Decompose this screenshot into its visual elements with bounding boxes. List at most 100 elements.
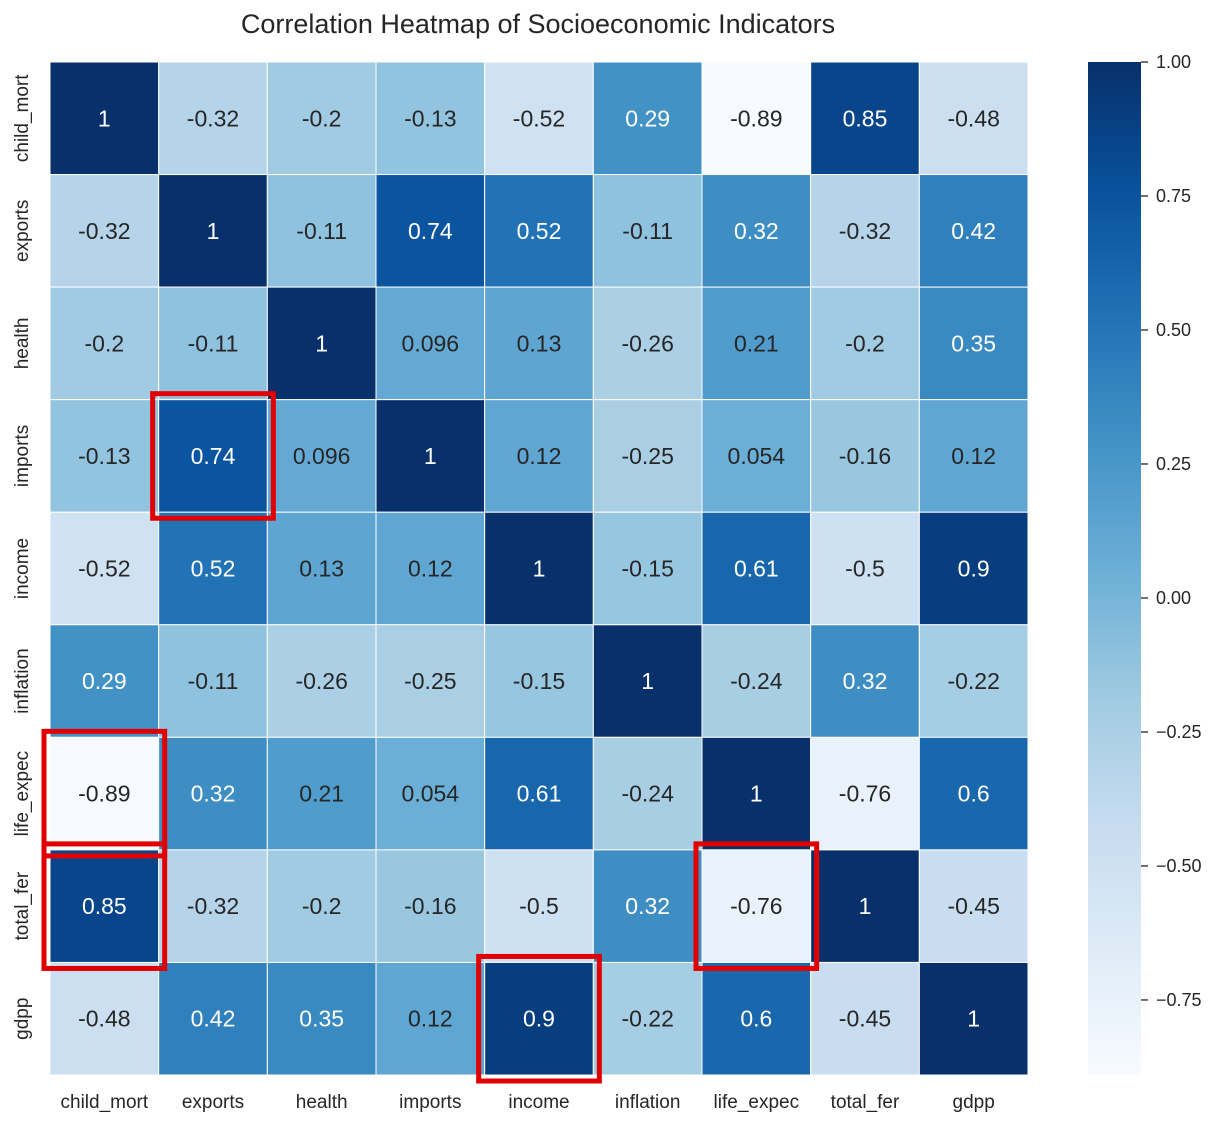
heatmap-cell xyxy=(266,286,377,401)
cell-value-label: 0.52 xyxy=(191,556,236,582)
heatmap-cell xyxy=(592,174,703,288)
heatmap-cell xyxy=(484,849,594,963)
y-tick-label: inflation xyxy=(12,648,33,714)
highlight-boxes xyxy=(41,391,820,1084)
heatmap-cell xyxy=(918,961,1029,1076)
heatmap-cell xyxy=(158,736,268,851)
cell-value-label: -0.45 xyxy=(839,1006,891,1032)
heatmap-cell xyxy=(266,849,377,963)
cell-value-label: -0.32 xyxy=(187,105,239,131)
x-tick-label: health xyxy=(296,1092,348,1113)
heatmap-cell xyxy=(158,61,268,176)
cell-value-label: -0.11 xyxy=(622,218,673,244)
heatmap-cell xyxy=(484,961,594,1076)
heatmap-cell xyxy=(375,961,486,1076)
cell-value-label: -0.89 xyxy=(78,781,130,807)
heatmap-cell xyxy=(592,61,703,176)
heatmap-cell xyxy=(701,961,812,1076)
cell-value-label: 1 xyxy=(207,218,220,244)
heatmap-cell xyxy=(158,399,268,513)
cell-value-label: 0.21 xyxy=(734,330,779,356)
heatmap-cell xyxy=(484,624,594,738)
heatmap-cell xyxy=(49,736,160,851)
heatmap-cell xyxy=(592,511,703,626)
highlight-box xyxy=(41,841,168,971)
heatmap-cell xyxy=(266,736,377,851)
cell-value-label: -0.13 xyxy=(78,443,130,469)
cell-value-label: -0.11 xyxy=(296,218,347,244)
highlight-box xyxy=(693,841,820,971)
heatmap-cell xyxy=(49,174,160,288)
heatmap-cell xyxy=(592,961,703,1076)
cell-value-label: -0.11 xyxy=(188,330,239,356)
cell-value-label: 0.32 xyxy=(191,781,236,807)
heatmap-cell xyxy=(375,174,486,288)
cell-value-label: -0.24 xyxy=(730,668,783,694)
highlight-box xyxy=(41,728,168,859)
heatmap-cell xyxy=(810,61,920,176)
cell-value-label: 0.13 xyxy=(517,330,562,356)
heatmap-cell xyxy=(158,961,268,1076)
cell-value-label: 0.85 xyxy=(82,893,127,919)
cell-value-label: 0.42 xyxy=(191,1006,236,1032)
heatmap-cell xyxy=(375,511,486,626)
colorbar xyxy=(1088,62,1141,1075)
cell-value-label: 1 xyxy=(967,1006,980,1032)
cell-value-label: -0.22 xyxy=(947,668,999,694)
y-tick-label: exports xyxy=(12,200,33,262)
cell-value-label: 0.52 xyxy=(517,218,562,244)
cell-value-label: 0.85 xyxy=(843,105,888,131)
x-tick-label: income xyxy=(508,1092,569,1113)
cell-value-label: -0.26 xyxy=(295,668,347,694)
cell-value-label: 1 xyxy=(424,443,437,469)
cell-value-label: 1 xyxy=(641,668,654,694)
cell-value-label: -0.52 xyxy=(513,105,565,131)
heatmap-cell xyxy=(810,849,920,963)
colorbar-tick-label: 0.50 xyxy=(1156,320,1191,340)
x-axis-tick-labels: child_mort exports health imports income infl… xyxy=(61,1092,995,1113)
cell-value-label: -0.2 xyxy=(85,330,125,356)
cell-value-label: 0.054 xyxy=(402,781,460,807)
heatmap-cell xyxy=(158,286,268,401)
cell-value-label: 0.42 xyxy=(951,218,996,244)
cell-value-label: -0.52 xyxy=(78,556,130,582)
cell-value-label: 0.054 xyxy=(728,443,786,469)
cell-value-label: -0.89 xyxy=(730,105,782,131)
cell-value-label: -0.48 xyxy=(78,1006,130,1032)
cell-value-label: 0.096 xyxy=(402,330,460,356)
cell-value-label: -0.5 xyxy=(845,556,885,582)
cell-value-label: 1 xyxy=(533,556,546,582)
cell-value-label: -0.45 xyxy=(947,893,999,919)
y-tick-label: child_mort xyxy=(12,74,33,162)
heatmap-cell xyxy=(701,736,812,851)
cell-value-label: -0.32 xyxy=(78,218,130,244)
cell-value-label: 0.35 xyxy=(951,330,996,356)
heatmap-cell xyxy=(701,286,812,401)
cell-value-label: 0.12 xyxy=(951,443,996,469)
x-tick-label: child_mort xyxy=(61,1092,149,1113)
heatmap-cell xyxy=(375,286,486,401)
cell-value-label: -0.11 xyxy=(188,668,239,694)
cell-value-label: 0.32 xyxy=(734,218,779,244)
heatmap-cell xyxy=(375,399,486,513)
x-tick-label: total_fer xyxy=(831,1092,900,1113)
heatmap-cell xyxy=(266,174,377,288)
heatmap-cell xyxy=(375,849,486,963)
heatmap-cell xyxy=(484,736,594,851)
cell-value-label: -0.22 xyxy=(621,1006,673,1032)
y-tick-label: health xyxy=(12,317,33,369)
heatmap-cell xyxy=(49,624,160,738)
cell-value-label: 0.12 xyxy=(408,1006,453,1032)
cell-value-label: 0.12 xyxy=(408,556,453,582)
cell-value-label: 1 xyxy=(315,330,328,356)
cell-value-label: 1 xyxy=(859,893,872,919)
cell-value-label: 0.12 xyxy=(517,443,562,469)
heatmap-cell xyxy=(266,511,377,626)
cell-value-label: 0.74 xyxy=(191,443,236,469)
cell-value-label: -0.24 xyxy=(621,781,674,807)
heatmap-cell xyxy=(158,624,268,738)
colorbar-ticks: 1.00 0.75 0.50 0.25 0.00 −0.25 −0.50 −0.75 xyxy=(1141,52,1202,1010)
cell-value-label: 0.29 xyxy=(625,105,670,131)
